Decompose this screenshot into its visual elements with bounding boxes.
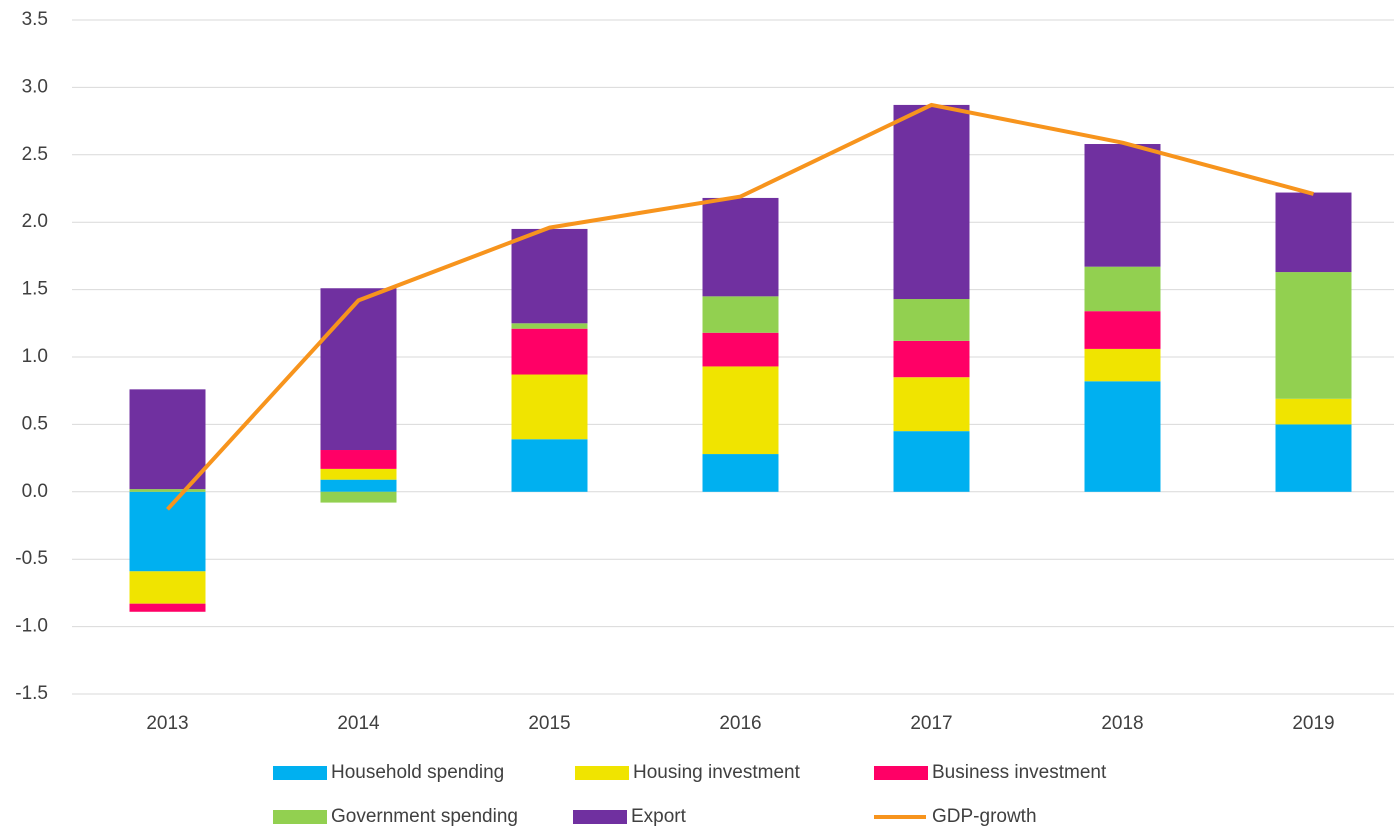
bar-segment	[1084, 381, 1161, 492]
bar-segment	[702, 296, 779, 333]
bar-segment	[129, 389, 206, 490]
y-tick-label: 2.5	[22, 144, 48, 165]
x-tick-label: 2017	[910, 713, 952, 734]
bar-segment	[893, 104, 970, 300]
bar-segment	[511, 323, 588, 329]
bar-segment	[129, 489, 206, 492]
legend-label: Government spending	[331, 806, 518, 827]
x-tick-label: 2016	[719, 713, 761, 734]
legend-swatch	[874, 766, 928, 780]
legend-label: GDP-growth	[932, 806, 1037, 827]
bar-segment	[320, 450, 397, 469]
bar-segment	[1275, 192, 1352, 273]
bar-segment	[1084, 144, 1161, 267]
y-tick-label: 0.5	[22, 413, 48, 434]
bar-segment	[1084, 311, 1161, 349]
y-tick-label: 0.0	[22, 481, 48, 502]
bar-segment	[511, 228, 588, 324]
legend-swatch	[573, 810, 627, 824]
y-tick-label: 3.5	[22, 9, 48, 30]
bar-segment	[1084, 266, 1161, 312]
bar-segment	[511, 328, 588, 375]
legend-swatch	[273, 810, 327, 824]
legend-label: Housing investment	[633, 762, 801, 783]
bar-segment	[129, 603, 206, 612]
bar-segment	[129, 491, 206, 572]
bar-segment	[702, 454, 779, 492]
bar-segment	[320, 468, 397, 480]
y-tick-label: -1.5	[15, 683, 48, 704]
bar-segment	[320, 491, 397, 503]
bar-segment	[702, 366, 779, 455]
bar-segment	[511, 439, 588, 492]
bar-segment	[320, 479, 397, 492]
bar-segment	[320, 288, 397, 451]
x-tick-label: 2014	[337, 713, 380, 734]
y-tick-label: 3.0	[22, 76, 48, 97]
x-tick-label: 2013	[146, 713, 188, 734]
bar-segment	[1275, 272, 1352, 399]
legend-label: Export	[631, 806, 687, 827]
x-tick-label: 2015	[528, 713, 570, 734]
legend-label: Business investment	[932, 762, 1107, 783]
bar-segment	[129, 571, 206, 604]
bar-segment	[893, 340, 970, 378]
y-tick-label: -1.0	[15, 616, 48, 637]
bar-segment	[1275, 424, 1352, 492]
bar-segment	[893, 377, 970, 432]
bar-segment	[702, 332, 779, 367]
y-tick-label: 1.0	[22, 346, 48, 367]
bar-segment	[893, 431, 970, 492]
bar-segment	[702, 197, 779, 297]
legend-swatch	[575, 766, 629, 780]
x-tick-label: 2018	[1101, 713, 1143, 734]
y-tick-label: -0.5	[15, 548, 48, 569]
line-series	[166, 102, 1315, 511]
bar-segment	[1275, 398, 1352, 425]
bar-segment	[893, 299, 970, 341]
bar-segment	[511, 374, 588, 440]
y-tick-label: 2.0	[22, 211, 48, 232]
legend-swatch	[273, 766, 327, 780]
y-tick-label: 1.5	[22, 279, 48, 300]
x-tick-label: 2019	[1292, 713, 1334, 734]
legend-label: Household spending	[331, 762, 504, 783]
bar-segment	[1084, 348, 1161, 382]
